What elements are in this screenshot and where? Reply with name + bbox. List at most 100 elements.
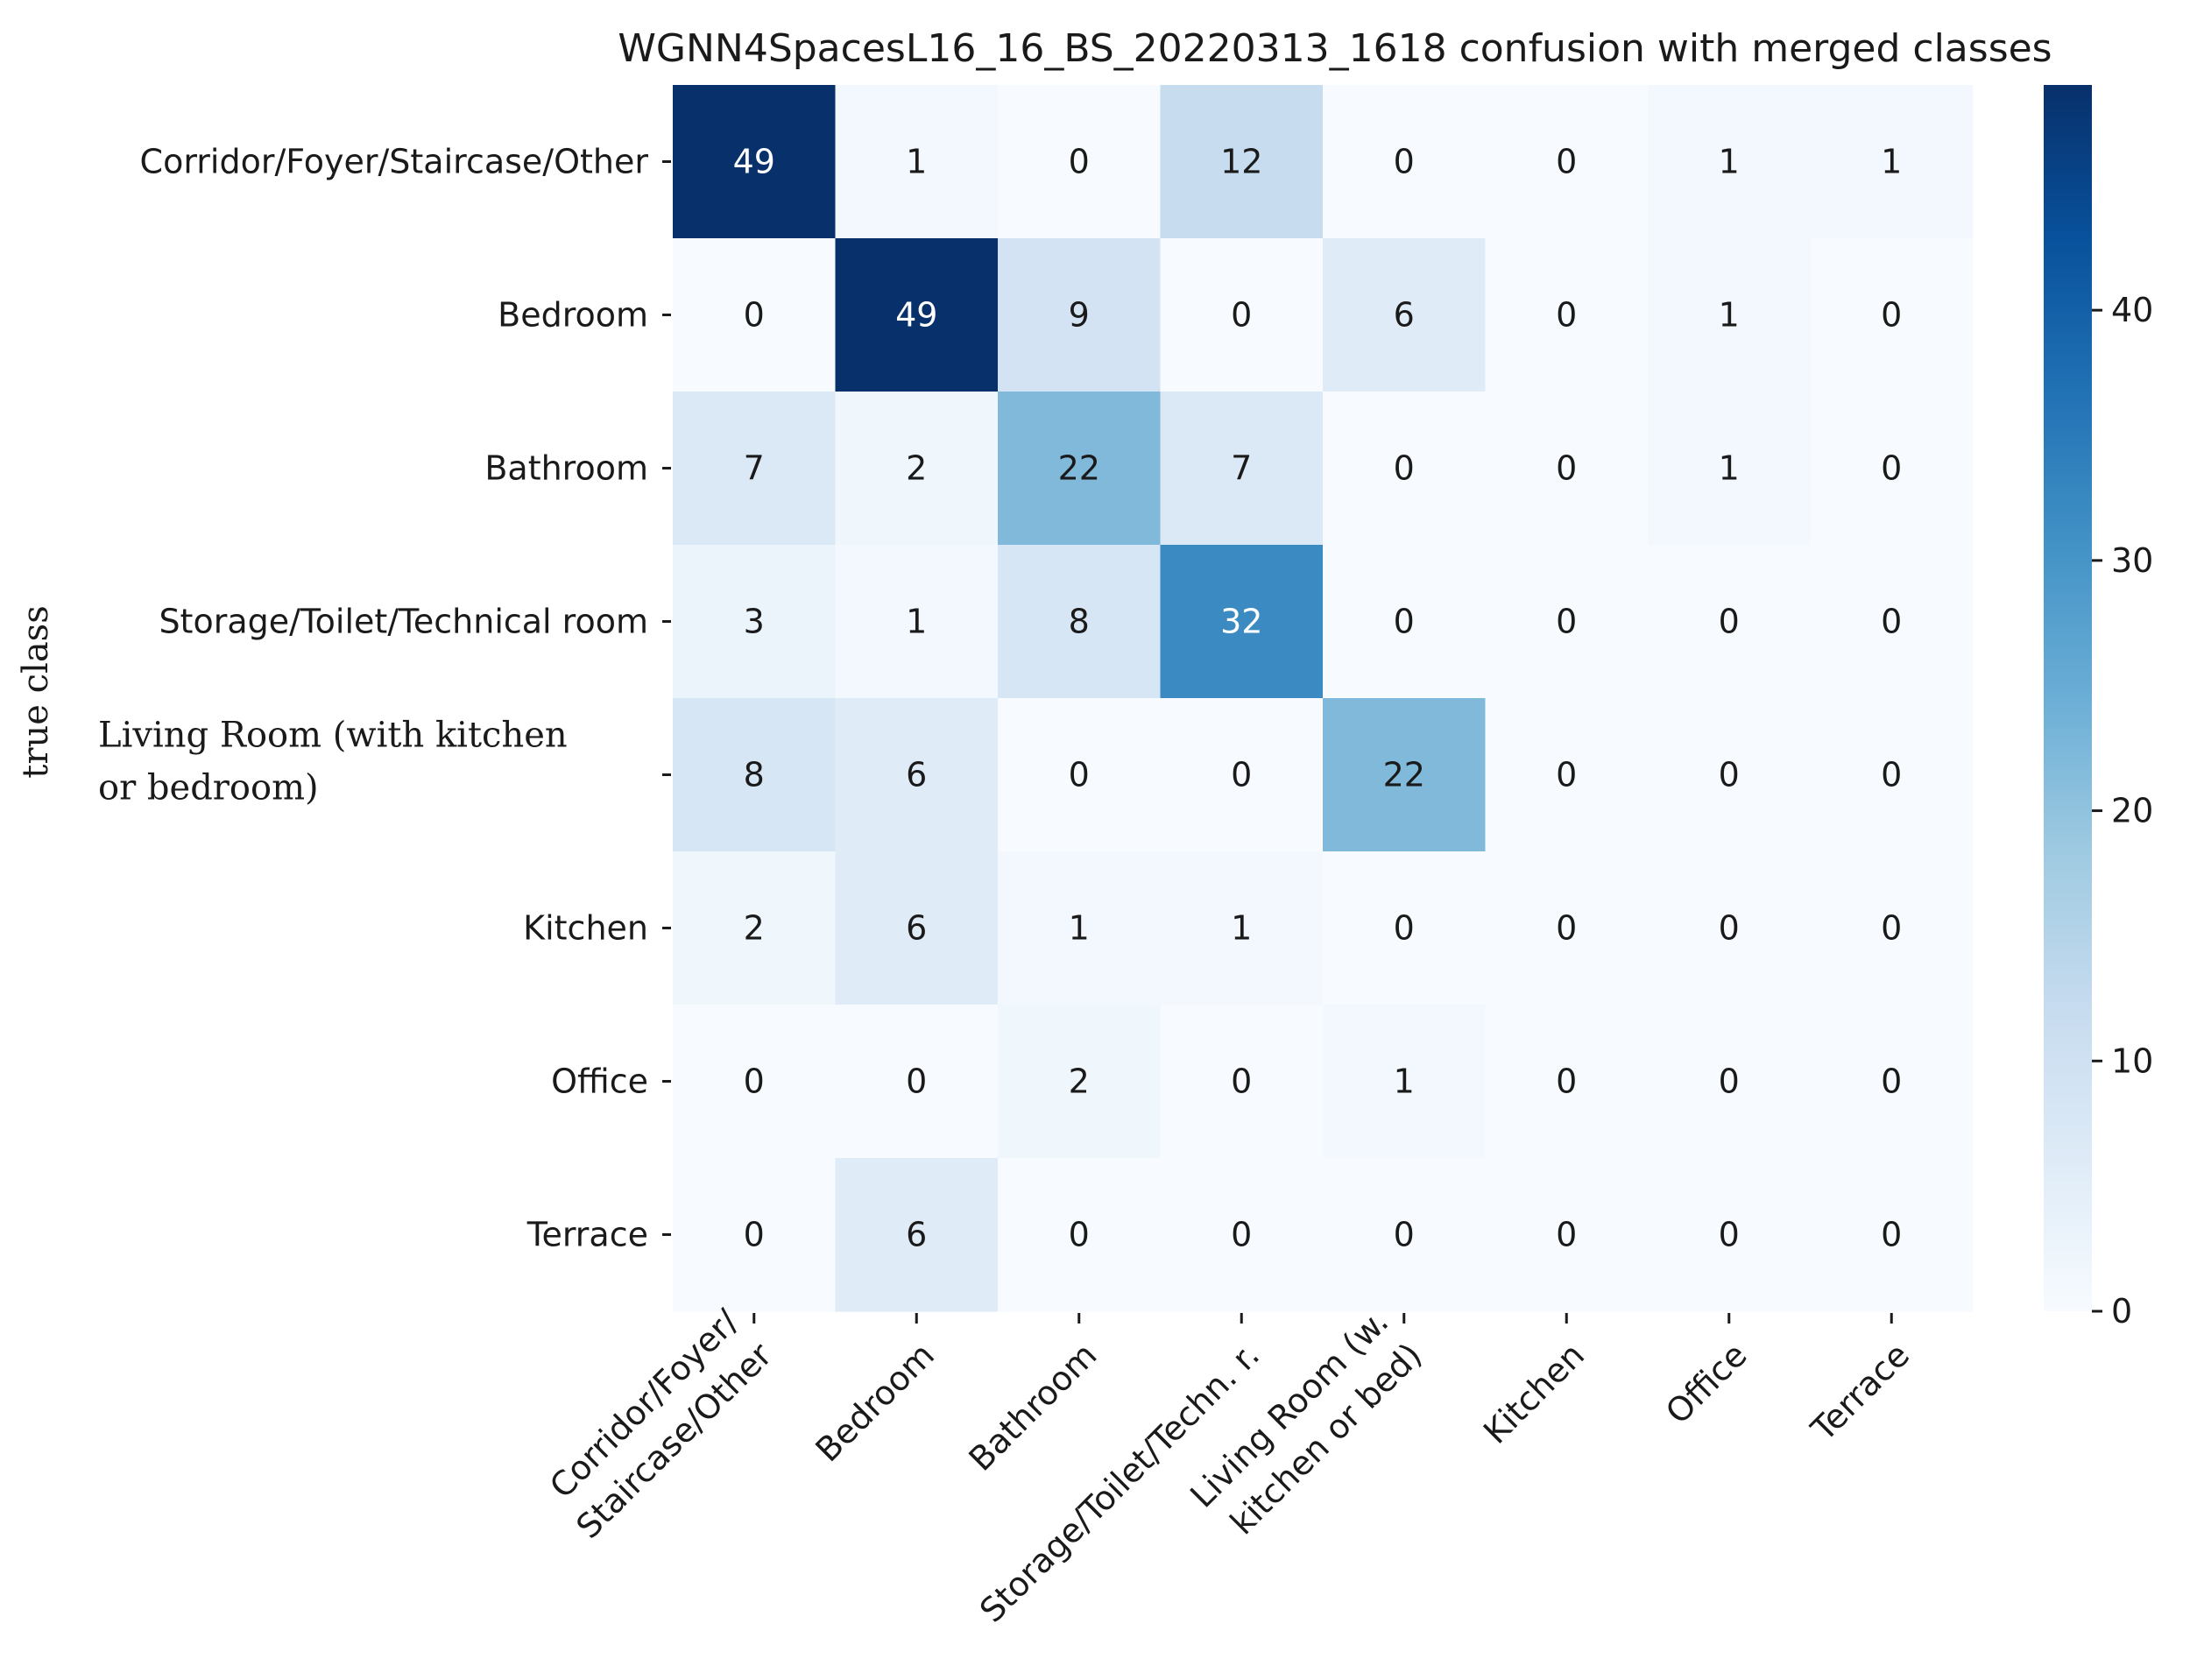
heatmap-cell [835, 1005, 999, 1159]
cell-value-label: 1 [1881, 143, 1902, 181]
x-tick-label: Bedroom [808, 1336, 942, 1470]
x-tick-label-group: Bedroom [808, 1336, 942, 1470]
heatmap-cell [673, 238, 837, 392]
y-tick-label: Corridor/Foyer/Staircase/Other [140, 143, 649, 181]
cell-value-label: 0 [1881, 909, 1902, 948]
cell-value-label: 1 [1719, 449, 1740, 488]
heatmap-cell [998, 238, 1162, 392]
cell-value-label: 1 [1719, 143, 1740, 181]
cell-value-label: 0 [1881, 756, 1902, 794]
cell-value-label: 0 [1881, 603, 1902, 641]
y-tick-label: Bathroom [484, 449, 648, 488]
heatmap-cell [1160, 85, 1324, 239]
heatmap-cell [998, 1158, 1162, 1312]
colorbar-tick-label: 10 [2111, 1041, 2153, 1080]
cell-value-label: 1 [1069, 909, 1090, 948]
heatmap-cell [1485, 85, 1649, 239]
y-axis-label: true class [16, 605, 56, 778]
heatmap-cell [835, 85, 999, 239]
cell-value-label: 0 [1069, 143, 1090, 181]
heatmap-cell [1648, 851, 1812, 1006]
heatmap-cell [1810, 238, 1974, 392]
cell-value-label: 1 [1394, 1062, 1415, 1101]
cell-value-label: 0 [1719, 909, 1740, 948]
heatmap-cell [1485, 1158, 1649, 1312]
heatmap-cell [835, 1158, 999, 1312]
heatmap-cell [673, 85, 837, 239]
heatmap-cell [673, 851, 837, 1006]
x-tick-label-group: Corridor/Foyer/Staircase/Other [542, 1302, 780, 1546]
heatmap-cell [673, 698, 837, 852]
cell-value-label: 0 [1719, 1216, 1740, 1254]
heatmap-cell [998, 1005, 1162, 1159]
heatmap-cell [835, 392, 999, 546]
heatmap-cell [1323, 545, 1487, 699]
cell-value-label: 6 [906, 909, 927, 948]
heatmap-cell [1485, 392, 1649, 546]
cell-value-label: 0 [906, 1062, 927, 1101]
cell-value-label: 0 [1719, 1062, 1740, 1101]
heatmap-cell [1323, 1005, 1487, 1159]
cell-value-label: 0 [1556, 1062, 1577, 1101]
colorbar-tick-label: 40 [2111, 291, 2153, 329]
x-tick-label-group: Office [1658, 1336, 1755, 1432]
heatmap-cell [835, 238, 999, 392]
cell-value-label: 8 [1069, 603, 1090, 641]
cell-value-label: 3 [744, 603, 765, 641]
heatmap-cell [1160, 851, 1324, 1006]
cell-value-label: 0 [1556, 909, 1577, 948]
cell-value-label: 0 [744, 1216, 765, 1254]
cell-value-label: 0 [744, 1062, 765, 1101]
heatmap-cell [1323, 698, 1487, 852]
cell-value-label: 49 [895, 296, 937, 335]
y-tick-label: Office [551, 1062, 648, 1101]
heatmap-cell [1648, 392, 1812, 546]
x-tick-label-group: Living Room (w.kitchen or bed) [1183, 1302, 1429, 1542]
heatmap-cell [1648, 1158, 1812, 1312]
cell-value-label: 2 [906, 449, 927, 488]
colorbar [2044, 85, 2092, 1311]
heatmap-cell [1810, 698, 1974, 852]
cell-value-label: 7 [1231, 449, 1252, 488]
colorbar-tick-label: 0 [2111, 1292, 2132, 1331]
cell-value-label: 0 [1881, 1062, 1902, 1101]
cell-value-label: 0 [1719, 603, 1740, 641]
heatmap-cell [1485, 698, 1649, 852]
cell-value-label: 0 [1231, 296, 1252, 335]
cell-value-label: 0 [1556, 1216, 1577, 1254]
heatmap-cell [1648, 545, 1812, 699]
heatmap-cell [998, 392, 1162, 546]
y-tick-label: or bedroom) [98, 768, 319, 808]
cell-value-label: 0 [1719, 756, 1740, 794]
heatmap-cell [998, 545, 1162, 699]
heatmap-cell [1810, 1158, 1974, 1312]
heatmap-cell [1810, 1005, 1974, 1159]
heatmap-cell [835, 698, 999, 852]
x-tick-label-group: Bathroom [962, 1336, 1105, 1479]
cell-value-label: 0 [1231, 1216, 1252, 1254]
cell-value-label: 2 [1069, 1062, 1090, 1101]
x-tick-label: Terrace [1803, 1336, 1917, 1450]
heatmap-cell [1810, 545, 1974, 699]
cell-value-label: 0 [744, 296, 765, 335]
cell-value-label: 6 [906, 1216, 927, 1254]
heatmap-cell [1485, 545, 1649, 699]
cell-value-label: 0 [1394, 449, 1415, 488]
heatmap-cell [1648, 85, 1812, 239]
heatmap-cell [1485, 238, 1649, 392]
cell-value-label: 0 [1881, 449, 1902, 488]
cell-value-label: 22 [1058, 449, 1100, 488]
cell-value-label: 6 [906, 756, 927, 794]
cell-value-label: 1 [906, 143, 927, 181]
heatmap-cell [1323, 238, 1487, 392]
cell-value-label: 6 [1394, 296, 1415, 335]
heatmap-cell [1323, 1158, 1487, 1312]
y-tick-label: Storage/Toilet/Technical room [159, 603, 648, 641]
heatmap-cell [1323, 851, 1487, 1006]
heatmap-cell [998, 851, 1162, 1006]
heatmap-cell [998, 698, 1162, 852]
cell-value-label: 1 [1719, 296, 1740, 335]
heatmap-cell [1323, 392, 1487, 546]
colorbar-tick-label: 30 [2111, 541, 2153, 580]
